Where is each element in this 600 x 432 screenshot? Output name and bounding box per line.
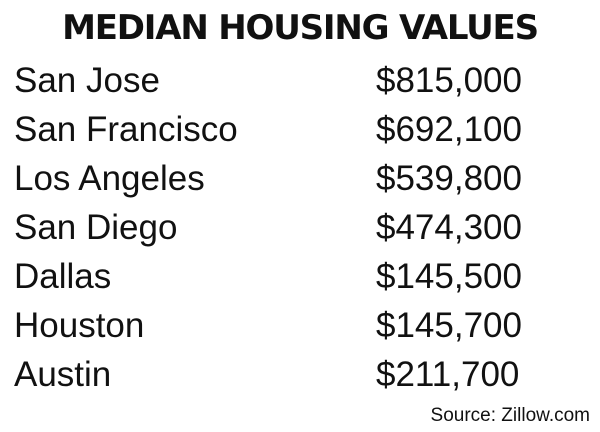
city-name: San Diego <box>14 208 178 247</box>
table-row: Houston $145,700 <box>14 301 530 350</box>
housing-values-table: San Jose $815,000 San Francisco $692,100… <box>14 56 530 399</box>
median-value: $145,700 <box>376 306 522 345</box>
table-row: San Jose $815,000 <box>14 56 530 105</box>
city-name: Austin <box>14 355 112 394</box>
chart-title: MEDIAN HOUSING VALUES <box>62 8 539 48</box>
median-value: $211,700 <box>376 355 520 394</box>
city-name: Los Angeles <box>14 159 205 198</box>
table-row: Dallas $145,500 <box>14 252 530 301</box>
city-name: Houston <box>14 306 145 345</box>
city-name: San Jose <box>14 61 160 100</box>
city-name: Dallas <box>14 257 112 296</box>
table-row: Los Angeles $539,800 <box>14 154 530 203</box>
table-row: San Francisco $692,100 <box>14 105 530 154</box>
source-note: Source: Zillow.com <box>430 405 590 426</box>
table-row: San Diego $474,300 <box>14 203 530 252</box>
table-row: Austin $211,700 <box>14 350 530 399</box>
median-value: $692,100 <box>376 110 522 149</box>
median-value: $815,000 <box>376 61 522 100</box>
median-value: $474,300 <box>376 208 522 247</box>
median-value: $539,800 <box>376 159 522 198</box>
median-value: $145,500 <box>376 257 522 296</box>
city-name: San Francisco <box>14 110 238 149</box>
